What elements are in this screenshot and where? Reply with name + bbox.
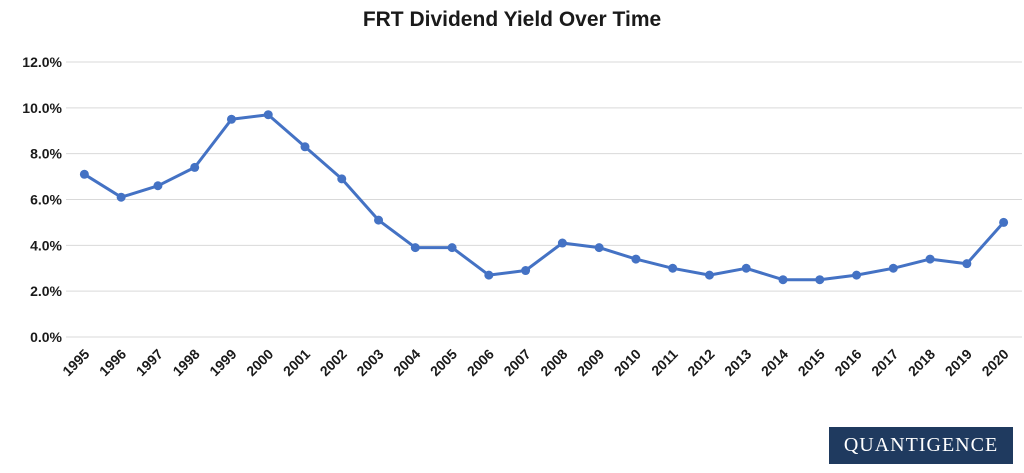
data-point	[778, 275, 788, 285]
data-point	[999, 217, 1009, 227]
quantigence-logo: QUANTIGENCE	[829, 427, 1013, 464]
x-tick-label: 1999	[206, 346, 239, 379]
x-tick-label: 2006	[464, 346, 497, 379]
series-line	[83, 113, 1005, 282]
x-tick-label: 2002	[317, 346, 350, 379]
data-point	[447, 243, 457, 253]
x-tick-label: 2008	[537, 346, 570, 379]
x-tick-label: 1997	[133, 346, 166, 379]
x-tick-label: 2005	[427, 346, 460, 379]
x-tick-label: 2003	[353, 346, 386, 379]
data-point	[521, 266, 531, 276]
data-point	[704, 270, 714, 280]
x-tick-label: 1995	[59, 346, 92, 379]
x-tick-label: 2012	[684, 346, 717, 379]
x-tick-label: 2013	[721, 346, 754, 379]
data-point	[226, 114, 236, 124]
x-tick-label: 2009	[574, 346, 607, 379]
x-tick-label: 2019	[942, 346, 975, 379]
data-point	[374, 215, 384, 225]
data-point	[263, 110, 273, 120]
y-tick-label: 10.0%	[22, 100, 62, 116]
data-point	[594, 243, 604, 253]
x-tick-label: 2020	[978, 346, 1011, 379]
data-point	[153, 181, 163, 191]
x-tick-label: 2000	[243, 346, 276, 379]
data-point	[410, 243, 420, 253]
data-point	[116, 192, 126, 202]
y-tick-label: 12.0%	[22, 54, 62, 70]
x-tick-label: 2014	[758, 346, 791, 379]
x-tick-label: 2015	[795, 346, 828, 379]
data-point	[484, 270, 494, 280]
data-point	[337, 174, 347, 184]
y-tick-label: 0.0%	[30, 329, 62, 345]
x-tick-label: 2001	[280, 346, 313, 379]
chart-title: FRT Dividend Yield Over Time	[362, 8, 662, 31]
x-tick-label: 2011	[648, 346, 681, 379]
data-point	[741, 263, 751, 273]
data-point	[815, 275, 825, 285]
y-tick-label: 6.0%	[30, 192, 62, 208]
data-point	[888, 263, 898, 273]
x-tick-label: 1998	[169, 346, 202, 379]
y-tick-label: 2.0%	[30, 283, 62, 299]
x-tick-label: 2004	[390, 346, 423, 379]
data-point	[852, 270, 862, 280]
x-tick-label: 2017	[868, 346, 901, 379]
data-point	[79, 169, 89, 179]
y-tick-label: 4.0%	[30, 237, 62, 253]
data-point	[631, 254, 641, 264]
data-point	[557, 238, 567, 248]
x-tick-label: 1996	[96, 346, 129, 379]
data-point	[925, 254, 935, 264]
data-point	[962, 259, 972, 269]
x-tick-label: 2016	[831, 346, 864, 379]
x-tick-label: 2007	[500, 346, 533, 379]
data-point	[668, 263, 678, 273]
x-tick-label: 2018	[905, 346, 938, 379]
data-point	[190, 162, 200, 172]
x-tick-label: 2010	[611, 346, 644, 379]
y-tick-label: 8.0%	[30, 146, 62, 162]
data-point	[300, 142, 310, 152]
